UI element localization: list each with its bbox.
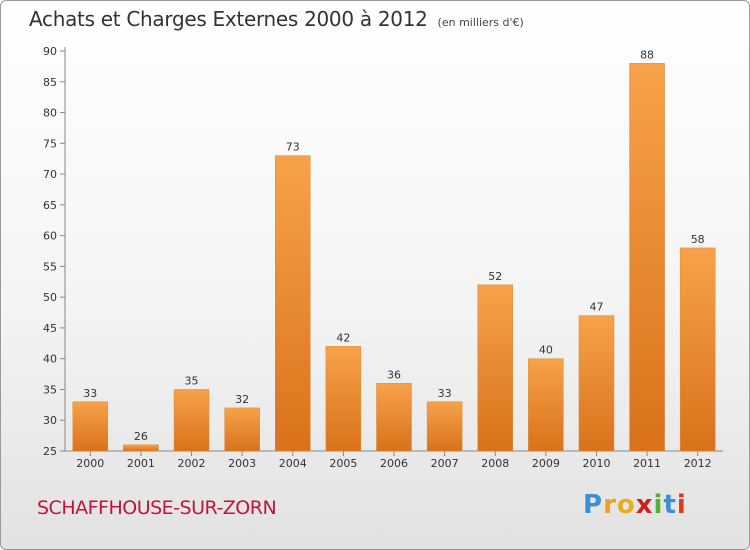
- logo-letter: r: [603, 490, 617, 520]
- y-tick-label: 30: [43, 414, 57, 427]
- x-tick-label: 2008: [481, 457, 509, 470]
- bar-value-label: 35: [185, 374, 199, 387]
- x-tick-label: 2011: [633, 457, 661, 470]
- bar-value-label: 40: [539, 344, 553, 357]
- bar-value-label: 47: [589, 301, 603, 314]
- bar: [224, 407, 260, 452]
- y-tick-label: 45: [43, 322, 57, 335]
- x-tick-label: 2012: [684, 457, 712, 470]
- bar-value-label: 58: [691, 233, 705, 246]
- proxiti-logo: Proxiti: [583, 490, 687, 520]
- y-tick-label: 25: [43, 445, 57, 458]
- y-tick-label: 35: [43, 383, 57, 396]
- x-tick-label: 2009: [532, 457, 560, 470]
- logo-letter: o: [616, 490, 636, 520]
- bar: [325, 346, 362, 452]
- city-name: SCHAFFHOUSE-SUR-ZORN: [37, 497, 277, 519]
- x-tick-label: 2010: [582, 457, 610, 470]
- chart-title-unit: (en milliers d'€): [437, 16, 524, 29]
- bar-value-label: 32: [235, 393, 249, 406]
- bar: [72, 401, 109, 452]
- x-tick-label: 2005: [329, 457, 357, 470]
- y-tick-label: 40: [43, 353, 57, 366]
- bar: [275, 155, 311, 452]
- y-tick-label: 75: [43, 137, 57, 150]
- bar: [123, 444, 159, 452]
- y-tick-label: 50: [43, 291, 57, 304]
- logo-letter: i: [676, 490, 687, 520]
- bar-value-label: 33: [83, 387, 97, 400]
- chart-axes: 25 30 35 40 45 50 55 60 65 70 75 80 85 90 2000 2001 2002…: [43, 45, 723, 470]
- y-tick-label: 90: [43, 45, 57, 58]
- bar-value-label: 52: [488, 270, 502, 283]
- bar-value-label: 33: [438, 387, 452, 400]
- bar-value-label: 73: [286, 141, 300, 154]
- x-tick-label: 2000: [76, 457, 104, 470]
- bar-value-label: 36: [387, 368, 401, 381]
- x-tick-label: 2002: [178, 457, 206, 470]
- bar: [376, 383, 412, 452]
- logo-letter: x: [635, 490, 654, 520]
- x-tick-label: 2003: [228, 457, 256, 470]
- y-tick-label: 85: [43, 76, 57, 89]
- bar: [528, 358, 564, 452]
- bar: [173, 389, 210, 452]
- y-tick-label: 70: [43, 168, 57, 181]
- bar: [629, 63, 665, 452]
- x-tick-label: 2004: [279, 457, 307, 470]
- bar: [477, 284, 513, 452]
- x-tick-label: 2006: [380, 457, 408, 470]
- bar-value-label: 42: [336, 331, 350, 344]
- bar-value-label: 88: [640, 48, 654, 61]
- chart-bars: 33 26 35 32 73 42 36 33 52 40 47 88 58: [72, 48, 716, 452]
- x-tick-label: 2001: [127, 457, 155, 470]
- y-tick-label: 60: [43, 230, 57, 243]
- logo-letter: t: [663, 490, 677, 520]
- y-tick-label: 80: [43, 107, 57, 120]
- chart-title-main: Achats et Charges Externes 2000 à 2012: [29, 7, 428, 31]
- logo-letter: P: [583, 490, 604, 520]
- chart-title: Achats et Charges Externes 2000 à 2012 (e…: [29, 7, 524, 31]
- y-tick-label: 65: [43, 199, 57, 212]
- bar: [578, 315, 615, 452]
- x-tick-label: 2007: [431, 457, 459, 470]
- logo-letter: i: [653, 490, 664, 520]
- bar: [426, 401, 463, 452]
- bar-value-label: 26: [134, 430, 148, 443]
- bar: [679, 247, 716, 452]
- y-tick-label: 55: [43, 260, 57, 273]
